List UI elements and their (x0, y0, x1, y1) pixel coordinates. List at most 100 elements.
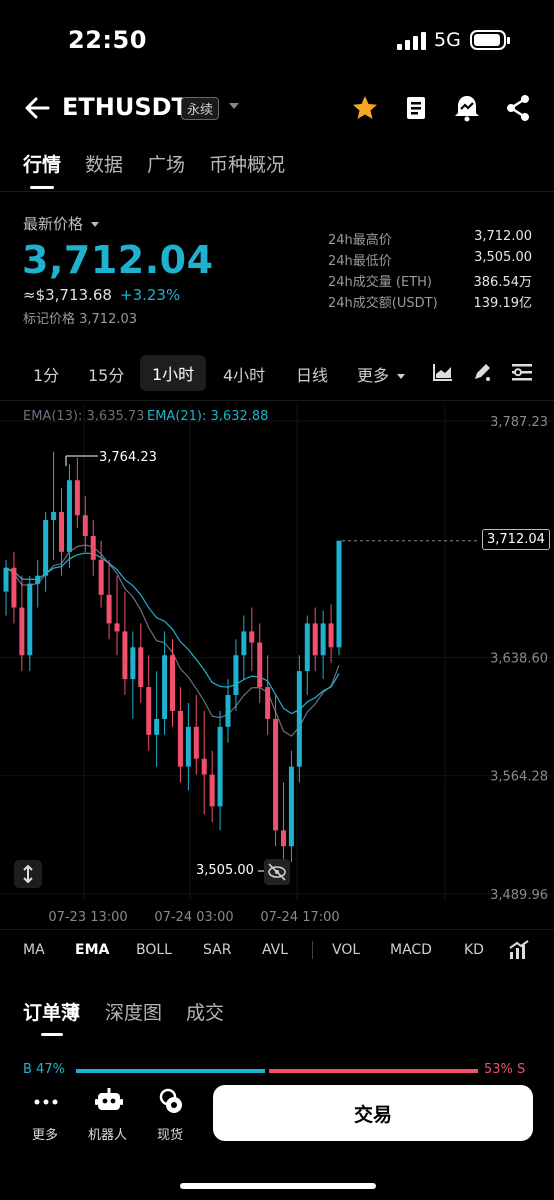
trade-button[interactable]: 交易 (213, 1085, 533, 1141)
x-axis-labels: 07-23 13:00 07-24 03:00 07-24 17:00 (48, 910, 339, 925)
spot-icon[interactable] (158, 1087, 184, 1115)
chart-type-icon[interactable] (432, 362, 454, 382)
symbol-title[interactable]: ETHUSDT (62, 93, 188, 121)
y-axis-label: 3,564.28 (490, 770, 548, 785)
price-alert-icon[interactable] (452, 93, 482, 123)
indicator-kd[interactable]: KD (464, 942, 484, 958)
mark-price: 标记价格 3,712.03 (23, 312, 138, 327)
tab-orderbook[interactable]: 订单薄 (23, 1002, 81, 1024)
interval-4h[interactable]: 4小时 (223, 366, 266, 385)
current-price-tag: 3,712.04 (482, 529, 550, 550)
candle-body (3, 567, 9, 592)
indicator-ema[interactable]: EMA (75, 942, 110, 958)
star-icon[interactable] (350, 93, 380, 123)
x-axis-label: 07-24 17:00 (260, 910, 339, 925)
y-axis-labels: 3,787.23 3,638.60 3,564.28 3,489.96 (490, 415, 548, 903)
indicator-vol[interactable]: VOL (332, 942, 361, 958)
network-type: 5G (434, 29, 461, 51)
candle-body (66, 480, 72, 552)
tab-depth-chart[interactable]: 深度图 (105, 1002, 163, 1024)
indicator-boll[interactable]: BOLL (136, 942, 172, 958)
stat-label: 24h成交量 (ETH) (328, 275, 432, 290)
x-axis-label: 07-23 13:00 (48, 910, 127, 925)
candle-body (170, 655, 175, 711)
y-axis-label: 3,489.96 (490, 888, 548, 903)
status-time: 22:50 (68, 26, 147, 54)
candle-body (312, 623, 318, 656)
indicator-avl[interactable]: AVL (262, 942, 289, 958)
indicator-macd[interactable]: MACD (390, 942, 432, 958)
interval-1h[interactable]: 1小时 (140, 355, 207, 391)
candle-body (273, 718, 279, 831)
tab-square[interactable]: 广场 (147, 154, 186, 176)
candle-body (122, 631, 128, 680)
candle-body (11, 567, 17, 608)
interval-15m[interactable]: 15分 (88, 366, 125, 385)
fade-mask (486, 930, 554, 970)
indicator-settings-icon[interactable] (508, 940, 530, 960)
interval-more[interactable]: 更多 (357, 362, 406, 386)
y-axis-label: 3,787.23 (490, 415, 548, 430)
candle-body (281, 830, 286, 847)
bottom-robot-label[interactable]: 机器人 (88, 1128, 128, 1143)
candle-body (35, 575, 41, 584)
tab-coin-overview[interactable]: 币种概况 (209, 154, 286, 176)
candle-body (114, 623, 120, 632)
candle-body (59, 512, 64, 552)
candle-body (154, 718, 160, 735)
back-arrow-icon[interactable] (22, 94, 52, 122)
candle-body (201, 758, 207, 775)
tab-trades[interactable]: 成交 (186, 1002, 225, 1024)
interval-1m[interactable]: 1分 (33, 366, 60, 385)
candle-body (177, 710, 183, 767)
indicator-sar[interactable]: SAR (203, 942, 232, 958)
bottom-more-label[interactable]: 更多 (32, 1128, 59, 1143)
usd-equivalent: ≈$3,713.68 (23, 286, 112, 304)
candle-body (82, 515, 88, 536)
divider (0, 191, 554, 192)
bottom-spot-label[interactable]: 现货 (157, 1128, 184, 1143)
stat-label: 24h最高价 (328, 233, 392, 248)
draw-tool-icon[interactable] (471, 361, 493, 383)
stat-label: 24h最低价 (328, 254, 392, 269)
interval-daily[interactable]: 日线 (296, 366, 329, 385)
main-tabs: 行情 数据 广场 币种概况 (0, 150, 554, 192)
caret-down-icon (90, 222, 99, 227)
candle-body (217, 726, 223, 807)
candle-body (74, 480, 80, 516)
more-icon[interactable] (33, 1092, 59, 1112)
chart-settings-icon[interactable] (511, 362, 533, 382)
notes-icon[interactable] (401, 93, 431, 123)
candle-body (43, 520, 49, 576)
candle-body (320, 623, 326, 656)
candle-body (265, 687, 271, 719)
candle-body (146, 687, 152, 735)
hide-eye-icon[interactable] (264, 859, 290, 885)
perpetual-tag: 永续 (181, 97, 220, 120)
divider (312, 941, 313, 959)
stat-value: 139.19亿 (473, 296, 533, 311)
indicator-ma[interactable]: MA (23, 942, 45, 958)
latest-price-label[interactable]: 最新价格 (23, 213, 99, 234)
orderbook-tab-indicator (41, 1033, 63, 1036)
divider (0, 400, 554, 401)
signal-icon (397, 32, 426, 50)
candle-body (130, 647, 136, 680)
tab-market[interactable]: 行情 (23, 154, 62, 176)
symbol-dropdown-caret-icon[interactable] (229, 103, 239, 109)
share-icon[interactable] (503, 93, 533, 123)
candlestick-chart[interactable]: 3,787.23 3,638.60 3,564.28 3,489.96 07-23 1… (0, 400, 554, 930)
sell-ratio-label: 53% S (484, 1062, 526, 1077)
candles (3, 451, 480, 872)
status-bar: 22:50 5G (0, 0, 554, 84)
candle-body (19, 607, 25, 656)
interval-more-label: 更多 (357, 366, 390, 385)
price-change: +3.23% (120, 286, 181, 304)
latest-price-label-text: 最新价格 (23, 215, 84, 233)
candle-body (241, 631, 247, 656)
expand-vertical-icon[interactable] (14, 860, 42, 888)
candle-body (296, 671, 302, 767)
tab-data[interactable]: 数据 (85, 154, 124, 176)
robot-icon[interactable] (95, 1088, 123, 1114)
candle-body (288, 766, 294, 847)
